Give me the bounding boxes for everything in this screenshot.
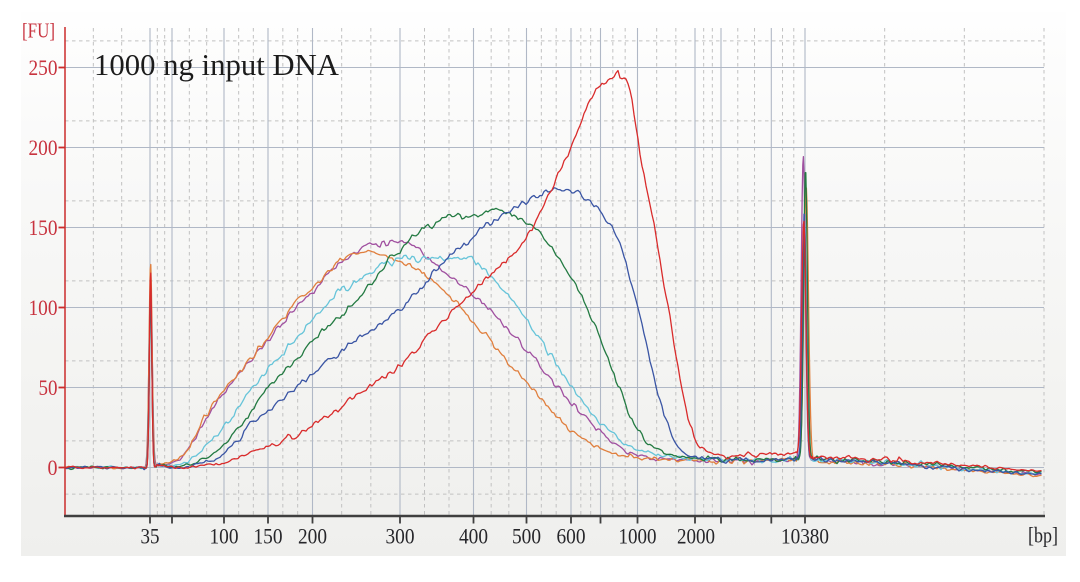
svg-text:600: 600 bbox=[557, 524, 586, 549]
svg-text:50: 50 bbox=[39, 375, 58, 400]
svg-text:1000 ng input DNA: 1000 ng input DNA bbox=[94, 47, 340, 82]
svg-text:10380: 10380 bbox=[781, 524, 829, 549]
svg-text:0: 0 bbox=[48, 455, 58, 480]
svg-text:150: 150 bbox=[29, 215, 58, 240]
svg-text:100: 100 bbox=[29, 295, 58, 320]
svg-text:300: 300 bbox=[386, 524, 415, 549]
svg-text:500: 500 bbox=[512, 524, 541, 549]
svg-text:400: 400 bbox=[459, 524, 488, 549]
svg-text:1000: 1000 bbox=[619, 524, 657, 549]
svg-text:200: 200 bbox=[29, 135, 58, 160]
svg-text:2000: 2000 bbox=[677, 524, 715, 549]
svg-text:35: 35 bbox=[141, 524, 160, 549]
svg-text:[FU]: [FU] bbox=[22, 19, 55, 43]
svg-text:250: 250 bbox=[29, 55, 58, 80]
svg-text:100: 100 bbox=[210, 524, 239, 549]
svg-text:200: 200 bbox=[298, 524, 327, 549]
svg-text:[bp]: [bp] bbox=[1028, 523, 1058, 548]
svg-text:150: 150 bbox=[254, 524, 283, 549]
